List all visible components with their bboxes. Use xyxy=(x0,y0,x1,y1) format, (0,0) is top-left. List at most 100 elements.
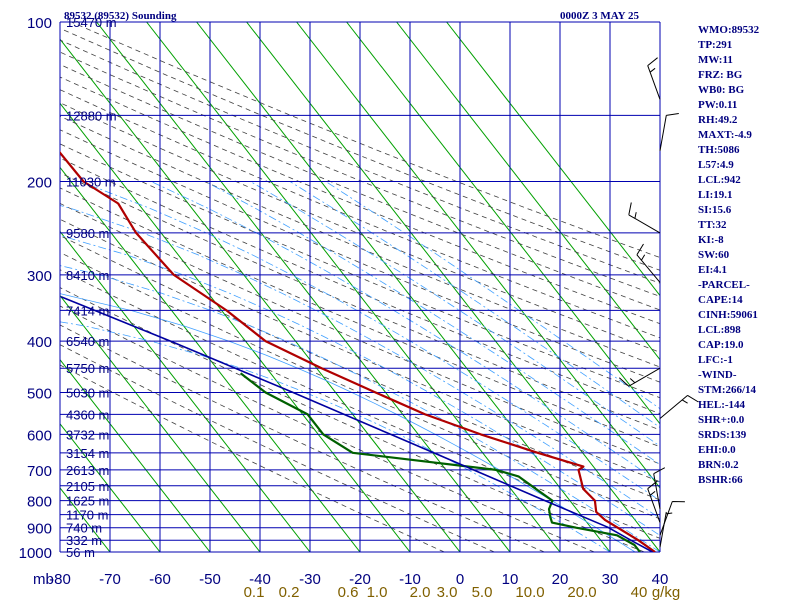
index-item: WB0: BG xyxy=(698,84,745,96)
mixing-ratio-label: 40 xyxy=(631,584,648,600)
moist-adiabat-line xyxy=(60,235,660,536)
pressure-temperature-grid xyxy=(59,21,661,553)
mixing-ratio-label: 0.6 xyxy=(338,584,359,600)
height-label: 7414 m xyxy=(66,303,109,318)
isotherm-line xyxy=(396,22,660,361)
sounding-indices-panel: WMO:89532 TP:291 MW:11 FRZ: BG WB0: BG PW:0.1… xyxy=(698,23,798,488)
temperature-tick-label: -60 xyxy=(149,571,171,588)
index-item: -WIND- xyxy=(698,369,737,381)
height-label: 12880 m xyxy=(66,108,117,123)
index-item: FRZ: BG xyxy=(698,69,743,81)
height-label: 332 m xyxy=(66,533,102,548)
index-item: LCL:898 xyxy=(698,324,741,336)
height-label: 1170 m xyxy=(66,508,108,523)
dry-adiabat-line xyxy=(60,63,660,311)
dry-adiabat-lines xyxy=(60,22,660,552)
mixing-ratio-label: 10.0 xyxy=(515,584,544,600)
height-label: 2105 m xyxy=(66,479,109,494)
height-label: 11030 m xyxy=(66,175,116,190)
temperature-tick-label: -40 xyxy=(249,571,271,588)
index-item: RH:49.2 xyxy=(698,114,738,126)
dry-adiabat-line xyxy=(60,115,660,368)
index-item: TP:291 xyxy=(698,39,733,51)
height-label: 740 m xyxy=(66,521,102,536)
index-item: BSHR:66 xyxy=(698,474,743,486)
wind-barb xyxy=(647,480,661,523)
temperature-tick-label: -80 xyxy=(49,571,71,588)
moist-adiabat-line xyxy=(325,181,660,410)
dry-adiabat-line xyxy=(60,89,660,339)
wind-barbs xyxy=(618,57,699,548)
pressure-tick-label: 1000 xyxy=(19,545,52,562)
mixing-ratio-label: 1.0 xyxy=(367,584,388,600)
isotherm-line xyxy=(246,22,660,552)
index-item: TH:5086 xyxy=(698,144,740,156)
isotherm-lines xyxy=(0,22,660,552)
index-item: SRDS:139 xyxy=(698,429,747,441)
index-item: WMO:89532 xyxy=(698,24,760,36)
index-item: CAP:19.0 xyxy=(698,339,744,351)
index-item: LCL:942 xyxy=(698,174,741,186)
pressure-tick-label: 800 xyxy=(27,494,52,511)
pressure-tick-label: 100 xyxy=(27,15,52,32)
dry-adiabat-line xyxy=(60,251,660,520)
index-item: PW:0.11 xyxy=(698,99,738,111)
index-item: MAXT:-4.9 xyxy=(698,129,752,141)
index-item: L57:4.9 xyxy=(698,159,734,171)
dry-adiabat-line xyxy=(60,102,660,353)
index-item: CINH:59061 xyxy=(698,309,758,321)
temperature-line xyxy=(60,151,656,552)
isotherm-line xyxy=(60,102,411,552)
dry-adiabat-line xyxy=(60,202,660,465)
height-label: 8410 m xyxy=(66,268,109,283)
index-item: HEL:-144 xyxy=(698,399,746,411)
isotherm-line xyxy=(296,22,660,489)
dewpoint-line xyxy=(239,372,641,552)
dry-adiabat-line xyxy=(60,51,660,297)
height-label: 9580 m xyxy=(66,226,109,241)
pressure-tick-label: 700 xyxy=(27,463,52,480)
temperature-tick-label: -10 xyxy=(399,571,421,588)
isotherm-line xyxy=(196,22,611,552)
chart-title-station: 89532 (89532) Sounding xyxy=(64,10,177,22)
mixing-ratio-label: 5.0 xyxy=(472,584,493,600)
mixing-ratio-label: 20.0 xyxy=(567,584,596,600)
wind-barb xyxy=(659,511,673,548)
temperature-tick-label: 40 xyxy=(652,571,669,588)
dry-adiabat-line xyxy=(60,235,660,501)
index-item: EHI:0.0 xyxy=(698,444,736,456)
pressure-tick-label: 300 xyxy=(27,268,52,285)
height-label: 3732 m xyxy=(66,427,109,442)
index-item: MW:11 xyxy=(698,54,733,66)
temperature-tick-label: -30 xyxy=(299,571,321,588)
dry-adiabat-line xyxy=(60,143,660,399)
chart-title-time: 0000Z 3 MAY 25 xyxy=(560,10,639,22)
isotherm-line xyxy=(0,22,10,552)
wind-barb xyxy=(618,367,661,387)
mixing-ratio-label: 2.0 xyxy=(410,584,431,600)
index-item: SI:15.6 xyxy=(698,204,732,216)
wind-barb xyxy=(647,57,661,100)
height-label: 5030 m xyxy=(66,385,109,400)
index-item: SW:60 xyxy=(698,249,730,261)
mixing-ratio-label: 3.0 xyxy=(437,584,458,600)
isotherm-line xyxy=(446,22,660,297)
height-label: 5750 m xyxy=(66,361,109,376)
isotherm-line xyxy=(96,22,511,552)
height-label: 56 m xyxy=(66,545,95,560)
wind-barb xyxy=(653,467,666,510)
wind-barb xyxy=(659,394,699,419)
dry-adiabat-line xyxy=(71,22,660,258)
index-item: EI:4.1 xyxy=(698,264,728,276)
dry-adiabat-line xyxy=(60,129,660,383)
isotherm-line xyxy=(60,230,311,552)
index-item: CAPE:14 xyxy=(698,294,743,306)
height-label: 6540 m xyxy=(66,334,109,349)
pressure-tick-label: 900 xyxy=(27,521,52,538)
index-item: SHR+:0.0 xyxy=(698,414,745,426)
moist-adiabat-line xyxy=(60,321,611,552)
index-item: LI:19.1 xyxy=(698,189,733,201)
mixing-ratio-label: 0.2 xyxy=(279,584,300,600)
mixing-ratio-label: g/kg xyxy=(652,584,680,600)
